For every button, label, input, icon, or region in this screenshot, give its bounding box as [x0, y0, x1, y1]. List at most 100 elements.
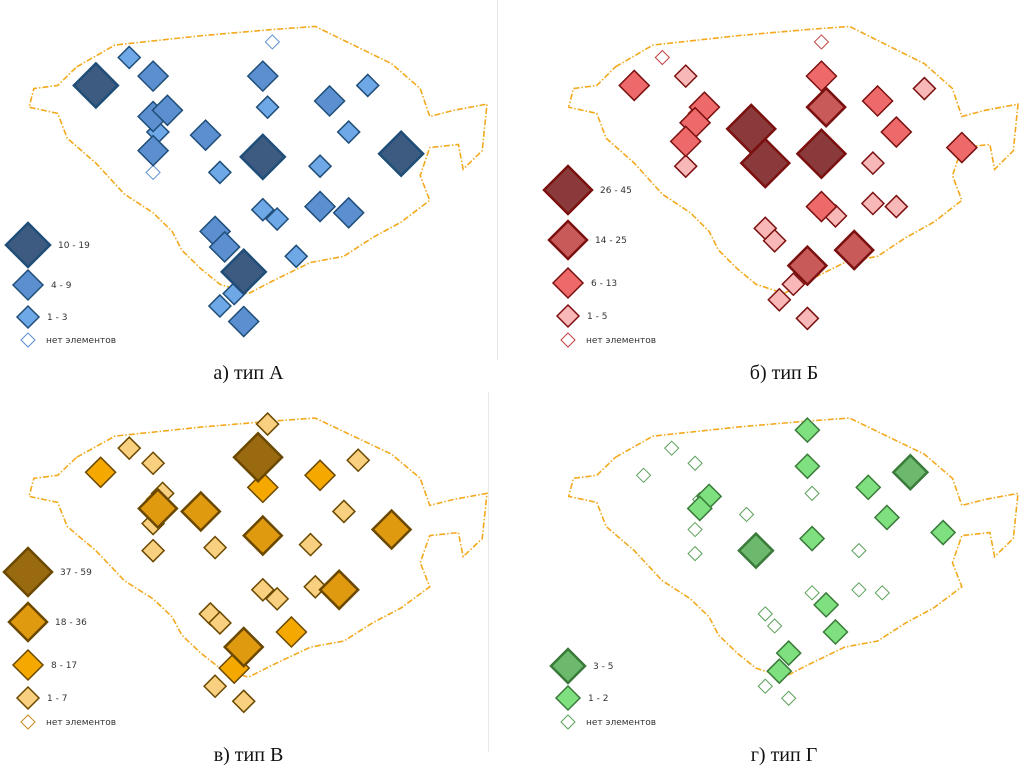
- map-marker-small: [673, 154, 698, 179]
- map-marker-none: [264, 34, 281, 50]
- district-boundary: [28, 417, 488, 679]
- map-marker-small: [930, 519, 957, 546]
- map-marker-none: [635, 467, 652, 484]
- map-marker-small: [860, 191, 885, 216]
- map-marker-large: [891, 453, 930, 492]
- legend-swatch-large: [547, 219, 589, 261]
- map-marker-none: [813, 34, 830, 50]
- map-marker-small: [799, 525, 826, 552]
- legend-label: 1 - 3: [47, 313, 67, 323]
- panel-divider-top: [497, 0, 498, 360]
- map-marker-none: [874, 585, 890, 601]
- map-marker-medium: [189, 119, 222, 152]
- map-marker-small: [762, 228, 787, 253]
- map-marker-none: [687, 455, 703, 471]
- legend-swatch-large: [549, 647, 587, 685]
- legend-label: нет элементов: [586, 336, 656, 346]
- map-marker-small: [860, 151, 885, 176]
- map-marker-small: [355, 73, 380, 98]
- legend-label: нет элементов: [46, 336, 116, 346]
- map-type-v: 37 - 59 18 - 36 8 - 17 1 - 7 нет элементов: [2, 412, 488, 730]
- map-marker-small: [795, 306, 820, 331]
- district-boundary: [567, 417, 1019, 679]
- map-marker-large: [377, 130, 425, 178]
- map-marker-small: [794, 453, 821, 480]
- map-marker-medium: [945, 131, 978, 164]
- legend-swatch-large: [7, 601, 49, 643]
- panel-caption-a: а) тип А: [213, 362, 284, 384]
- map-type-a: 10 - 19 4 - 9 1 - 3 нет элементов: [4, 25, 488, 348]
- map-marker-medium: [303, 459, 337, 492]
- panel-caption-v: в) тип В: [213, 744, 284, 766]
- legend-swatch-large: [4, 221, 52, 269]
- legend-label: 4 - 9: [51, 281, 72, 291]
- legend-label: 8 - 17: [51, 661, 77, 671]
- map-marker-small: [336, 119, 361, 145]
- map-marker-medium: [669, 125, 702, 158]
- map-marker-small: [141, 538, 166, 563]
- map-marker-small: [307, 154, 333, 179]
- map-marker-medium: [805, 60, 838, 93]
- map-marker-medium: [137, 60, 170, 93]
- map-marker-small: [794, 417, 821, 444]
- map-marker-small: [265, 586, 290, 611]
- map-marker-none: [851, 582, 867, 598]
- legend-label: 10 - 19: [58, 241, 90, 251]
- map-panel-type-g: 3 - 5 1 - 2 нет элементов г) тип Г: [540, 392, 1028, 776]
- district-boundary: [567, 25, 1019, 295]
- panel-caption-b: б) тип Б: [749, 362, 819, 384]
- map-marker-none: [757, 678, 773, 694]
- map-marker-medium: [313, 84, 346, 118]
- legend-swatch-xlarge: [542, 164, 594, 216]
- map-marker-small: [884, 194, 909, 219]
- map-marker-none: [687, 545, 703, 562]
- map-marker-small: [673, 64, 698, 89]
- map-marker-xlarge: [739, 137, 792, 189]
- legend-label: 1 - 2: [588, 694, 608, 704]
- legend-swatch-small: [554, 684, 582, 712]
- map-panel-type-a: 10 - 19 4 - 9 1 - 3 нет элементов а) тип А: [0, 0, 497, 392]
- map-marker-medium: [227, 305, 260, 338]
- map-marker-small: [813, 591, 840, 618]
- map-marker-small: [255, 95, 280, 120]
- map-marker-small: [207, 160, 232, 185]
- map-marker-large: [370, 508, 413, 551]
- map-marker-large: [239, 133, 287, 181]
- map-marker-none: [757, 606, 773, 622]
- map-marker-medium: [861, 84, 894, 118]
- map-marker-small: [250, 197, 275, 222]
- map-marker-medium: [151, 94, 184, 127]
- legend-label: 14 - 25: [595, 236, 627, 246]
- map-panel-type-v: 37 - 59 18 - 36 8 - 17 1 - 7 нет элементов в…: [0, 392, 497, 776]
- panel-caption-g: г) тип Г: [750, 744, 818, 766]
- legend-label: 18 - 36: [55, 618, 87, 628]
- map-marker-large: [833, 229, 875, 271]
- map-marker-small: [117, 436, 142, 461]
- map-marker-medium: [332, 196, 365, 229]
- legend-swatch-medium: [11, 268, 45, 302]
- map-type-g: 3 - 5 1 - 2 нет элементов: [549, 417, 1019, 730]
- map-marker-none: [663, 440, 680, 456]
- map-marker-small: [231, 689, 256, 714]
- map-marker-none: [687, 521, 703, 538]
- map-marker-large: [222, 626, 265, 668]
- legend-label: нет элементов: [586, 718, 656, 728]
- map-marker-medium: [880, 115, 913, 149]
- map-marker-large: [805, 86, 847, 128]
- legend-swatch-none: [560, 714, 576, 730]
- map-marker-none: [804, 585, 820, 601]
- legend-swatch-medium: [551, 266, 585, 300]
- legend-swatch-small: [555, 303, 581, 329]
- map-marker-small: [822, 618, 849, 646]
- legend-label: 26 - 45: [600, 186, 632, 196]
- map-panel-type-b: 26 - 45 14 - 25 6 - 13 1 - 5 нет элементов б…: [540, 0, 1028, 392]
- map-marker-large: [737, 531, 775, 570]
- legend-label: 3 - 5: [593, 662, 613, 672]
- map-marker-small: [203, 535, 228, 560]
- legend-swatch-none: [20, 332, 36, 348]
- map-marker-small: [303, 574, 328, 599]
- map-marker-medium: [618, 69, 651, 102]
- map-marker-none: [780, 690, 797, 706]
- map-marker-small: [284, 244, 309, 269]
- map-marker-small: [207, 293, 232, 319]
